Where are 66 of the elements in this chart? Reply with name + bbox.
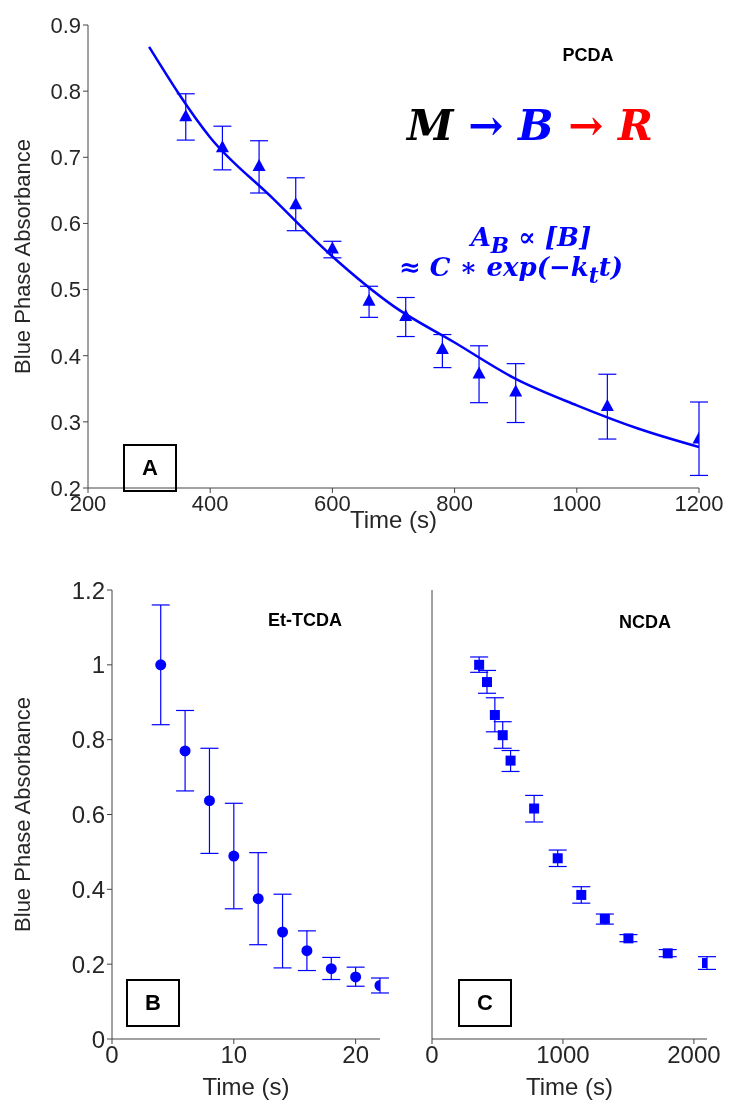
annotation: PCDA <box>562 44 614 66</box>
point <box>472 366 486 379</box>
annotation: B <box>126 979 180 1027</box>
y-tick-label: 0.9 <box>50 12 81 38</box>
point <box>435 342 449 355</box>
point <box>576 889 587 900</box>
x-tick-label: 10 <box>220 1041 248 1069</box>
point <box>529 803 540 814</box>
y-tick-label: 0.7 <box>50 145 81 171</box>
x-axis-title: Time (s) <box>525 1073 614 1100</box>
y-tick-label: 0.2 <box>71 950 105 978</box>
x-tick-label: 1000 <box>552 490 602 516</box>
x-tick-label: 1200 <box>674 490 724 516</box>
y-tick-label: 0.6 <box>71 801 105 829</box>
y-tick-label: 0.4 <box>71 875 105 903</box>
y-axis-title: Blue Phase Absorbance <box>9 139 35 374</box>
point <box>489 709 500 720</box>
y-tick-label: 1 <box>91 651 105 679</box>
point <box>179 109 193 122</box>
point <box>362 293 376 306</box>
point <box>599 913 610 924</box>
point <box>289 197 303 210</box>
x-tick-label: 0 <box>425 1041 439 1069</box>
annotation: C <box>458 979 512 1027</box>
y-tick-label: 0.8 <box>50 78 81 104</box>
point <box>350 971 362 983</box>
point <box>203 795 215 807</box>
point <box>623 933 634 944</box>
point <box>399 309 413 322</box>
annotation: ≈ C ∗ exp(−k$_{t}$t) <box>398 252 624 288</box>
y-tick-label: 1.2 <box>71 576 105 604</box>
y-tick-label: 0.5 <box>50 277 81 303</box>
point <box>600 398 614 411</box>
annotation: NCDA <box>619 611 671 633</box>
point <box>325 241 339 254</box>
point <box>228 850 240 862</box>
y-tick-label: 0.4 <box>50 343 81 369</box>
point <box>252 893 264 905</box>
point <box>552 853 563 864</box>
y-tick-label: 0.3 <box>50 409 81 435</box>
point <box>497 730 508 741</box>
annotation: Et-TCDA <box>268 609 342 631</box>
x-tick-label: 1000 <box>536 1041 590 1069</box>
annotation: M → B → R <box>407 100 653 150</box>
point <box>179 745 191 757</box>
point <box>325 963 337 975</box>
point <box>155 659 167 671</box>
point <box>509 384 523 397</box>
x-axis-title: Time (s) <box>349 506 438 533</box>
point <box>662 948 673 959</box>
point <box>215 140 229 153</box>
point <box>252 158 266 171</box>
point <box>482 677 492 688</box>
y-tick-label: 0.8 <box>71 726 105 754</box>
y-axis-title: Blue Phase Absorbance <box>9 697 35 932</box>
x-tick-label: 600 <box>314 490 351 516</box>
point <box>505 755 516 766</box>
x-tick-label: 800 <box>436 490 473 516</box>
x-tick-label: 2000 <box>667 1041 721 1069</box>
point <box>277 926 289 938</box>
x-axis-title: Time (s) <box>202 1073 290 1100</box>
x-tick-label: 20 <box>342 1041 369 1069</box>
point <box>301 945 313 957</box>
annotation: A <box>123 444 177 492</box>
y-tick-label: 0.6 <box>50 211 81 237</box>
x-tick-label: 400 <box>191 490 229 516</box>
